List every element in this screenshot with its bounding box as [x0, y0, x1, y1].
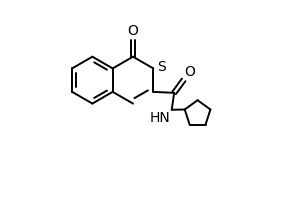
Text: HN: HN	[150, 111, 171, 125]
Text: S: S	[157, 60, 166, 74]
Text: O: O	[185, 65, 196, 79]
Text: O: O	[128, 24, 138, 38]
